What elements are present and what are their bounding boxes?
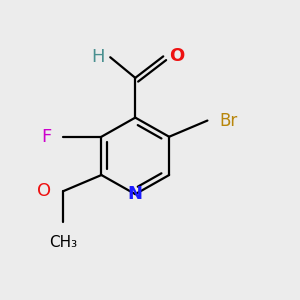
Text: F: F [41, 128, 51, 146]
Text: O: O [37, 182, 51, 200]
Text: CH₃: CH₃ [49, 236, 77, 250]
Text: N: N [128, 185, 143, 203]
Text: H: H [91, 48, 104, 66]
Text: Br: Br [219, 112, 237, 130]
Text: O: O [169, 47, 184, 65]
